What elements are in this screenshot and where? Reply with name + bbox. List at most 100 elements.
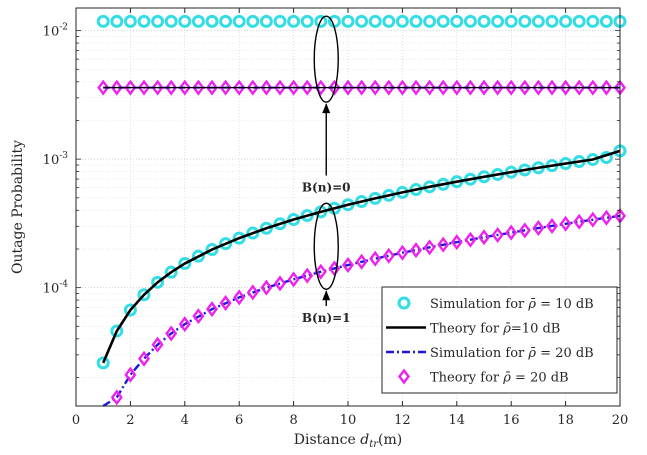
diamond-marker <box>287 79 300 96</box>
diamond-marker <box>382 79 395 96</box>
circle-marker <box>545 14 559 28</box>
circle-marker <box>205 14 219 28</box>
legend-entry: Simulation for ρ̄ = 10 dB <box>397 296 594 312</box>
series-line <box>102 149 621 364</box>
diamond-marker <box>219 79 232 96</box>
circle-marker <box>178 14 192 28</box>
circle-marker <box>96 14 110 28</box>
circle-marker <box>436 14 450 28</box>
legend-label: Theory for ρ̄=10 dB <box>430 322 560 337</box>
legend-entry: Simulation for ρ̄ = 20 dB <box>386 346 594 361</box>
circle-marker <box>178 257 192 271</box>
x-tick-label: 8 <box>289 413 297 428</box>
diamond-marker <box>573 79 586 96</box>
circle-marker <box>395 14 409 28</box>
diamond-marker <box>192 308 205 325</box>
annotation-ellipse <box>313 202 339 290</box>
circle-marker <box>259 14 273 28</box>
circle-marker <box>559 14 573 28</box>
circle-marker <box>518 14 532 28</box>
diamond-marker <box>192 79 205 96</box>
diamond-marker <box>518 222 531 239</box>
x-tick-label: 18 <box>557 413 574 428</box>
diamond-marker <box>301 79 314 96</box>
circle-marker <box>586 14 600 28</box>
circle-marker <box>463 14 477 28</box>
diamond-marker <box>396 79 409 96</box>
circle-marker <box>164 265 178 279</box>
diamond-marker <box>559 215 572 232</box>
diamond-marker <box>464 231 477 248</box>
circle-marker <box>246 226 260 240</box>
series-layer <box>96 14 627 408</box>
circle-marker <box>355 14 369 28</box>
circle-marker <box>477 14 491 28</box>
x-tick-label: 4 <box>181 413 189 428</box>
diamond-marker <box>600 79 613 96</box>
diamond-marker <box>233 79 246 96</box>
x-tick-label: 0 <box>72 413 80 428</box>
diamond-marker <box>246 284 259 301</box>
x-tick-label: 10 <box>340 413 357 428</box>
circle-marker <box>382 14 396 28</box>
circle-marker <box>273 217 287 231</box>
circle-marker <box>219 14 233 28</box>
diamond-marker <box>219 294 232 311</box>
circle-marker <box>151 275 165 289</box>
diamond-marker <box>398 368 410 385</box>
diamond-marker <box>178 316 191 333</box>
diamond-marker <box>450 234 463 251</box>
circle-marker <box>287 213 301 227</box>
diamond-marker <box>355 253 368 270</box>
x-axis-label: Distance dtr(m) <box>294 432 402 450</box>
diamond-marker <box>369 79 382 96</box>
diamond-marker <box>260 79 273 96</box>
legend-entry: Theory for ρ̄=10 dB <box>386 322 560 337</box>
legend-label: Simulation for ρ̄ = 10 dB <box>430 297 594 312</box>
series-marker-circle-legendless <box>96 14 627 28</box>
annotation: B(n)=1 <box>302 202 351 325</box>
circle-marker <box>110 14 124 28</box>
y-tick-label: 10-2 <box>43 23 68 40</box>
diamond-marker <box>600 209 613 226</box>
diamond-marker <box>328 79 341 96</box>
x-tick-label: 16 <box>503 413 520 428</box>
diamond-marker <box>518 79 531 96</box>
x-tick-label: 2 <box>126 413 134 428</box>
circle-marker <box>341 14 355 28</box>
diamond-marker <box>573 213 586 230</box>
diamond-marker <box>165 325 178 342</box>
diamond-marker <box>464 79 477 96</box>
diamond-marker <box>206 79 218 96</box>
annotation: B(n)=0 <box>302 15 351 195</box>
diamond-marker <box>314 263 327 280</box>
circle-marker <box>450 14 464 28</box>
diamond-marker <box>274 79 286 96</box>
circle-marker <box>599 14 613 28</box>
circle-marker <box>368 14 382 28</box>
diamond-marker <box>410 79 422 96</box>
series-marker-diamond-legendless <box>97 79 626 96</box>
circle-marker <box>409 14 423 28</box>
circle-marker <box>287 14 301 28</box>
diamond-marker <box>314 79 327 96</box>
diamond-marker <box>532 79 545 96</box>
circle-marker <box>259 221 273 235</box>
x-tick-label: 14 <box>449 413 466 428</box>
diamond-marker <box>97 79 110 96</box>
x-tick-label: 12 <box>394 413 411 428</box>
diamond-marker <box>491 226 504 243</box>
circle-marker <box>96 356 110 370</box>
annotation-arrowhead <box>322 290 331 301</box>
diamond-marker <box>206 301 218 318</box>
circle-marker <box>491 14 505 28</box>
diamond-marker <box>110 389 123 406</box>
diamond-marker <box>546 217 558 234</box>
y-tick-label: 10-3 <box>43 151 69 168</box>
x-tick-label: 20 <box>612 413 629 428</box>
circle-marker <box>504 14 518 28</box>
annotations: B(n)=0 B(n)=1 <box>302 15 351 325</box>
diamond-marker <box>110 79 123 96</box>
circle-marker <box>110 324 124 338</box>
diamond-marker <box>450 79 463 96</box>
